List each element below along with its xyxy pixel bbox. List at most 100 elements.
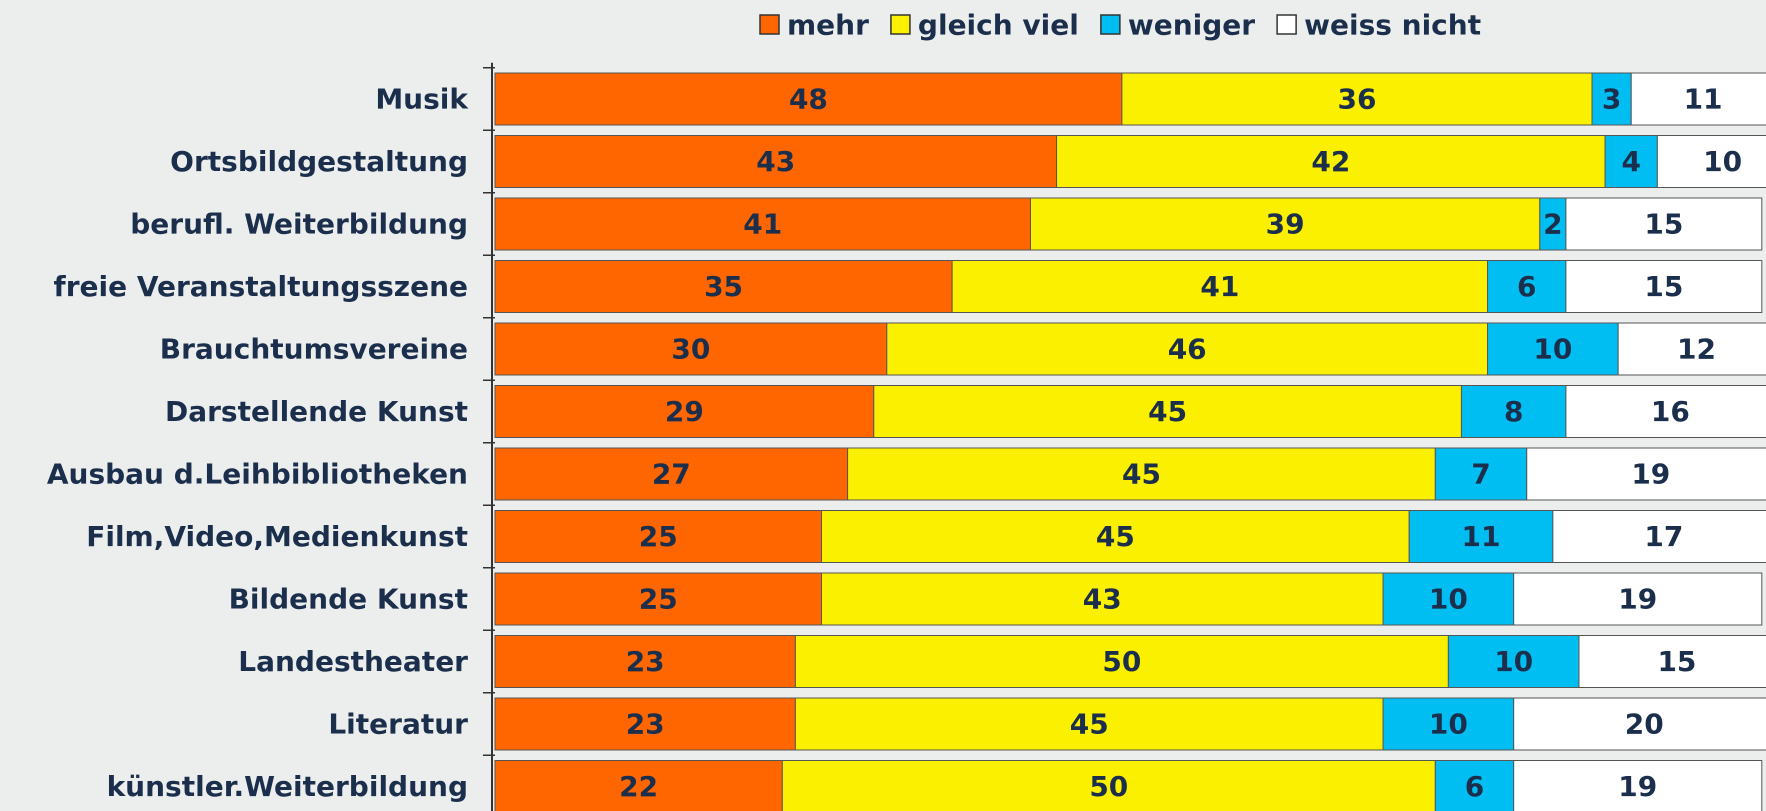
bar-segment <box>494 510 822 563</box>
value-label: 50 <box>1089 770 1128 803</box>
bar-segment <box>794 697 1384 751</box>
value-label: 10 <box>1703 145 1742 178</box>
value-label: 10 <box>1429 583 1468 616</box>
bar-segment <box>1434 447 1528 501</box>
bar-segment <box>1656 135 1766 188</box>
legend-label: mehr <box>787 9 869 42</box>
y-tick-label: Film,Video,Medienkunst <box>86 520 468 553</box>
legend-label: gleich viel <box>918 9 1079 42</box>
y-tick-label: Landestheater <box>238 645 468 678</box>
value-label: 15 <box>1644 270 1683 303</box>
value-label: 2 <box>1543 208 1562 241</box>
bar-segment <box>494 635 796 688</box>
bar-segment <box>494 72 1123 126</box>
bar-segment <box>794 635 1449 688</box>
legend-swatch <box>1100 14 1121 35</box>
bar-segment <box>1121 72 1593 126</box>
bar-segment <box>1591 72 1632 126</box>
bar-segment <box>494 697 796 751</box>
bar-segment <box>1552 510 1766 563</box>
bar-segment <box>1382 572 1515 626</box>
value-label: 19 <box>1631 458 1670 491</box>
bar-segment <box>847 447 1436 501</box>
value-label: 45 <box>1122 458 1161 491</box>
bar-segment <box>1565 197 1763 251</box>
bar-segment <box>1487 260 1567 313</box>
bar-segment <box>494 260 953 313</box>
bar-segment <box>873 385 1462 438</box>
value-label: 19 <box>1618 583 1657 616</box>
value-label: 22 <box>619 770 658 803</box>
value-label: 11 <box>1684 83 1723 116</box>
y-tick-label: künstler.Weiterbildung <box>107 770 468 803</box>
value-label: 41 <box>743 208 782 241</box>
value-label: 6 <box>1517 270 1536 303</box>
bar-segment <box>1604 135 1658 188</box>
bar-segment <box>781 760 1436 811</box>
value-label: 48 <box>789 83 828 116</box>
value-label: 19 <box>1618 770 1657 803</box>
value-label: 23 <box>626 645 665 678</box>
value-label: 11 <box>1462 520 1501 553</box>
bar-segment <box>1617 322 1766 376</box>
value-label: 15 <box>1657 645 1696 678</box>
bar-segment <box>1513 572 1763 626</box>
bar-segment <box>494 322 888 376</box>
bar-segment <box>494 135 1058 188</box>
value-label: 6 <box>1465 770 1484 803</box>
bar-segment <box>951 260 1489 313</box>
bar-segment <box>1460 385 1567 438</box>
legend-label: weniger <box>1128 9 1255 42</box>
legend-swatch <box>1276 14 1297 35</box>
y-tick-label: Brauchtumsvereine <box>160 333 468 366</box>
value-label: 39 <box>1266 208 1305 241</box>
bar-segment <box>1408 510 1554 563</box>
bar-segment <box>1029 197 1541 251</box>
value-label: 43 <box>756 145 795 178</box>
legend-swatch <box>759 14 780 35</box>
y-tick-label: berufl. Weiterbildung <box>130 208 468 241</box>
bar-segment <box>1565 260 1763 313</box>
bar-segment <box>1578 635 1766 688</box>
bar-segment <box>1526 447 1766 501</box>
bar-segment <box>1434 760 1515 811</box>
bar-segment <box>1056 135 1606 188</box>
value-label: 27 <box>652 458 691 491</box>
y-tick-label: Literatur <box>328 708 468 741</box>
bar-segment <box>1630 72 1766 126</box>
value-label: 45 <box>1148 395 1187 428</box>
value-label: 45 <box>1096 520 1135 553</box>
value-label: 10 <box>1494 645 1533 678</box>
value-label: 16 <box>1651 395 1690 428</box>
y-tick-label: Bildende Kunst <box>229 583 468 616</box>
bar-segment <box>886 322 1489 376</box>
y-tick-label: Darstellende Kunst <box>165 395 468 428</box>
bar-segment <box>1513 697 1766 751</box>
value-label: 25 <box>639 583 678 616</box>
value-label: 25 <box>639 520 678 553</box>
bar-segment <box>494 385 875 438</box>
value-label: 12 <box>1677 333 1716 366</box>
bar-segment <box>1382 697 1515 751</box>
value-label: 10 <box>1533 333 1572 366</box>
bar-segment <box>1447 635 1580 688</box>
value-label: 23 <box>626 708 665 741</box>
bar-segment <box>494 760 783 811</box>
bar-segment <box>494 197 1031 251</box>
y-tick-label: freie Veranstaltungsszene <box>54 270 468 303</box>
value-label: 50 <box>1102 645 1141 678</box>
value-label: 45 <box>1070 708 1109 741</box>
value-label: 36 <box>1337 83 1376 116</box>
y-tick-label: Ortsbildgestaltung <box>170 145 468 178</box>
value-label: 17 <box>1644 520 1683 553</box>
value-label: 4 <box>1621 145 1640 178</box>
bar-segment <box>1487 322 1619 376</box>
value-label: 15 <box>1644 208 1683 241</box>
legend-label: weiss nicht <box>1304 9 1481 42</box>
bar-segment <box>1565 385 1766 438</box>
value-label: 8 <box>1504 395 1523 428</box>
bar-segment <box>494 447 849 501</box>
value-label: 20 <box>1625 708 1664 741</box>
value-label: 46 <box>1168 333 1207 366</box>
